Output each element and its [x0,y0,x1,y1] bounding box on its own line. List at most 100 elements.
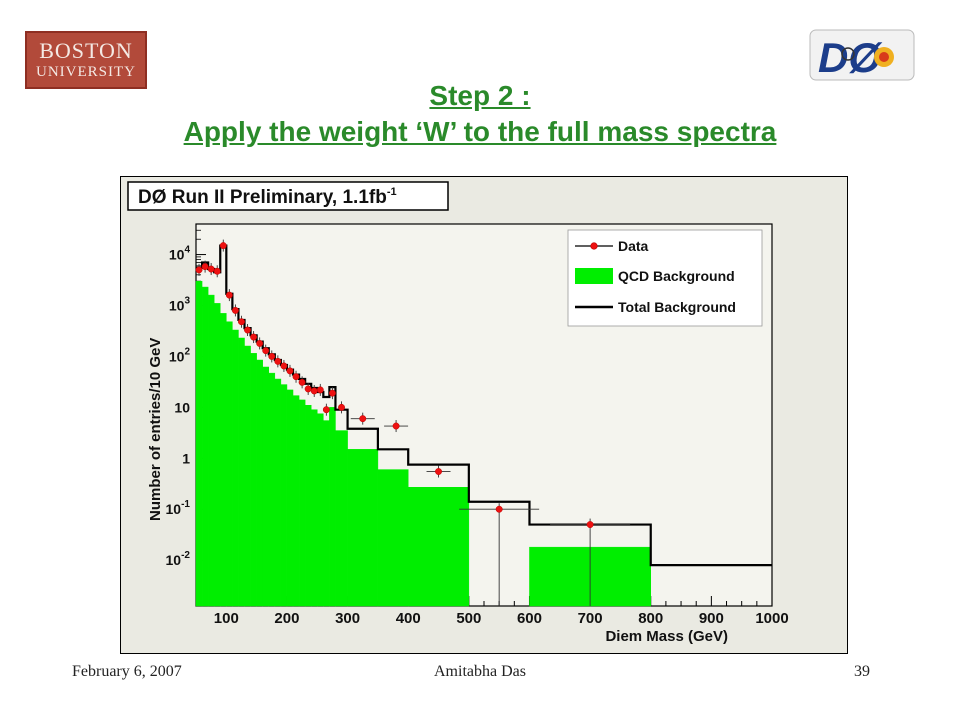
data-point [426,465,451,478]
slide-title-line2: Apply the weight ‘W’ to the full mass sp… [183,116,777,147]
data-marker [262,347,270,355]
y-tick-label: 1 [182,450,190,466]
mass-spectrum-chart: DØ Run II Preliminary, 1.1fb-1 104103102… [120,176,848,654]
data-marker [250,333,258,341]
data-point [384,420,409,433]
legend: Data QCD Background Total Background [567,229,763,327]
data-marker [292,373,300,381]
chart-title: DØ Run II Preliminary, 1.1fb [138,187,387,208]
x-axis-ticks: 100 200 300 400 500 600 700 800 900 1000 [195,596,789,627]
data-marker [310,387,318,395]
data-marker [268,352,276,360]
qcd-background-bar [244,345,251,607]
legend-data-label: Data [618,238,649,254]
y-tick-label: 103 [169,295,191,313]
data-marker [298,378,306,386]
data-marker [219,242,227,250]
data-point [550,518,631,606]
chart-title-box [127,181,449,211]
data-marker [231,306,239,314]
x-tick-label: 1000 [755,610,788,627]
qcd-background-bar [304,405,312,607]
data-marker [244,326,251,334]
boston-university-logo: BOSTON UNIVERSITY [25,31,147,89]
data-point [219,239,227,252]
x-tick-label: 700 [578,610,603,627]
qcd-background-bar [329,407,336,607]
data-marker [280,362,288,370]
data-point [231,304,239,317]
data-point [280,359,288,372]
data-point [286,364,294,377]
x-tick-label: 800 [638,610,663,627]
x-tick-label: 400 [396,610,421,627]
y-tick-label: 104 [169,245,191,263]
x-tick-label: 600 [517,610,542,627]
qcd-background-bar [323,420,330,607]
slide-title-line1: Step 2 : [429,80,531,111]
data-point [316,383,324,396]
data-point [195,263,203,276]
qcd-background-bar [310,409,318,607]
y-tick-label: 102 [169,346,191,364]
footer-page-number: 39 [854,663,870,680]
y-tick-label: 10-2 [166,550,191,568]
data-point [244,324,251,337]
data-point [250,331,258,344]
data-marker [256,339,264,347]
data-marker [435,468,442,475]
data-marker [286,367,294,375]
data-point [292,370,300,383]
data-point [298,376,306,389]
qcd-background-bar [226,321,233,607]
qcd-background-bar [280,384,288,607]
data-marker [238,318,245,326]
data-marker [495,505,503,513]
qcd-background-bar [220,313,227,607]
data-points-layer [195,239,631,606]
qcd-background-bar [298,399,306,607]
x-tick-label: 300 [335,610,360,627]
data-marker [304,385,312,393]
footer-author: Amitabha Das [434,663,526,680]
data-point [256,337,264,350]
data-point [350,412,375,425]
data-point [238,315,245,328]
data-marker [274,357,282,365]
data-point [225,289,233,302]
data-point [322,403,330,416]
data-point [262,344,270,357]
data-marker [225,291,233,299]
data-marker [322,406,330,414]
logo-text-line1: BOSTON [39,38,133,63]
data-point [201,260,209,273]
qcd-background-bar [238,337,245,607]
legend-total-label: Total Background [618,299,736,315]
chart-title-superscript: -1 [387,186,397,198]
data-marker [213,267,221,275]
qcd-background-bar [335,430,348,607]
data-marker [195,266,203,274]
data-marker [586,521,594,529]
x-tick-label: 100 [214,610,239,627]
qcd-background-bar [232,329,239,607]
legend-data-marker [590,242,598,250]
data-marker [316,386,324,394]
legend-qcd-swatch [575,268,613,284]
x-tick-label: 200 [274,610,299,627]
footer-date: February 6, 2007 [72,663,182,680]
d0-logo-text: DØ [818,34,882,81]
qcd-background-bar [268,372,276,607]
qcd-background-bar [262,366,270,607]
data-marker [392,422,400,430]
data-point [328,387,336,400]
data-point [304,382,312,395]
y-axis-label: Number of entries/10 GeV [147,338,164,521]
qcd-background-bar [201,286,209,607]
legend-qcd-label: QCD Background [618,268,735,284]
data-marker [359,415,367,423]
qcd-background-bar [213,303,221,607]
qcd-background-bar [377,469,409,607]
y-tick-label: 10 [174,399,190,415]
data-marker [201,263,209,271]
